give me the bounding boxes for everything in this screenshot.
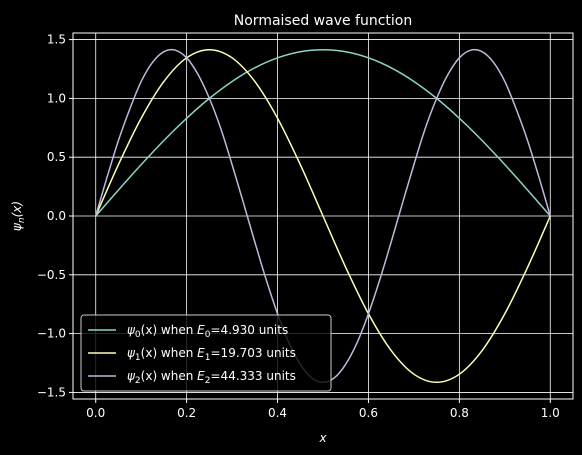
x-tick-label: 0.0	[86, 406, 105, 420]
y-tick-label: −0.5	[37, 268, 66, 282]
x-tick-label: 0.8	[450, 406, 469, 420]
y-axis-label-arg: (x)	[10, 201, 24, 217]
y-tick-label: 0.0	[47, 209, 66, 223]
legend-label: ψ1(x) when E1=19.703 units	[127, 346, 296, 363]
series-line-psi0	[95, 48, 551, 217]
y-tick-label: −1.0	[37, 327, 66, 341]
x-axis-ticks: 0.0 0.2 0.4 0.6 0.8 1.0	[86, 399, 560, 420]
x-tick-label: 0.6	[359, 406, 378, 420]
y-tick-label: 1.5	[47, 33, 66, 47]
y-tick-label: 0.5	[47, 150, 66, 164]
y-tick-label: 1.0	[47, 91, 66, 105]
series-line-psi1	[95, 48, 551, 384]
legend-box	[80, 314, 332, 392]
legend-label: ψ2(x) when E2=44.333 units	[127, 369, 296, 386]
x-tick-label: 1.0	[541, 406, 560, 420]
y-axis-ticks: −1.5 −1.0 −0.5 0.0 0.5 1.0 1.5	[37, 33, 73, 399]
x-axis-label: x	[318, 431, 327, 445]
y-tick-label: −1.5	[37, 385, 66, 399]
x-tick-label: 0.2	[177, 406, 196, 420]
legend-label: ψ0(x) when E0=4.930 units	[127, 323, 288, 340]
legend: ψ0(x) when E0=4.930 units ψ1(x) when E1=1…	[80, 314, 332, 392]
y-axis-label-subscript: n	[17, 217, 27, 223]
x-tick-label: 0.4	[268, 406, 287, 420]
y-axis-label: ψn(x)	[10, 201, 27, 231]
chart-title: Normaised wave function	[234, 13, 412, 29]
